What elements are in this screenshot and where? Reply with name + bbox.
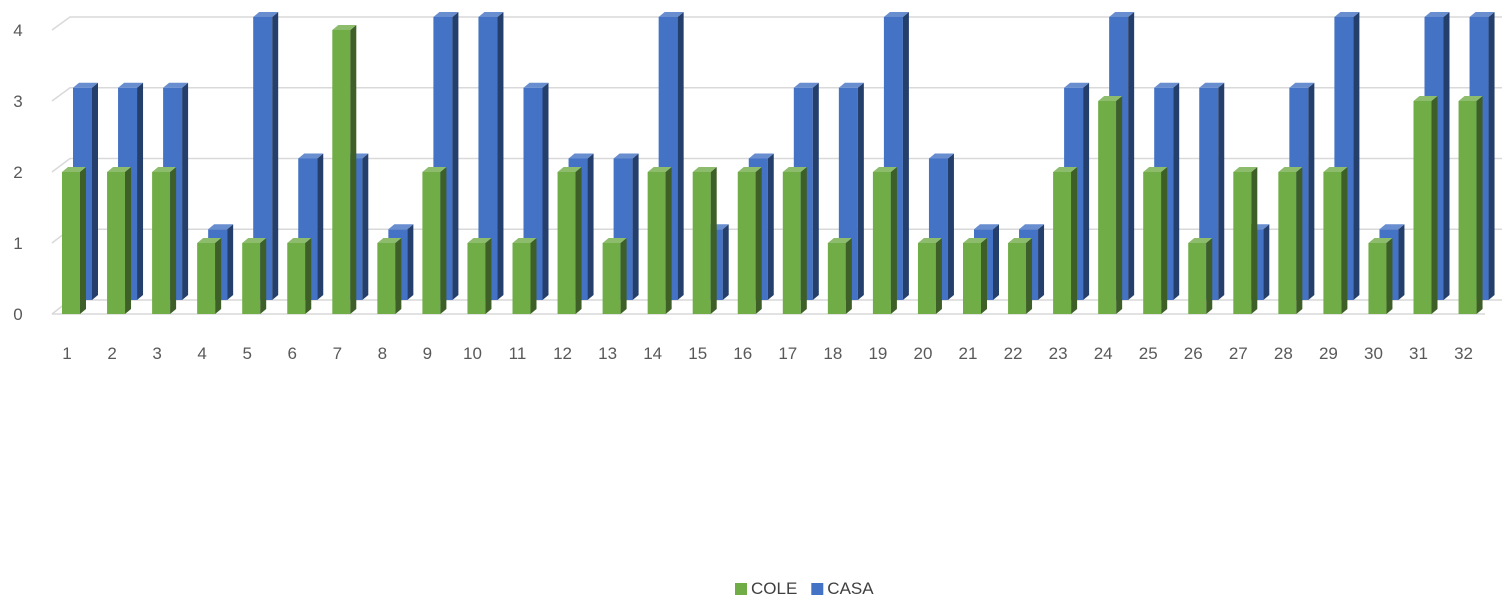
bar-casa	[253, 12, 279, 300]
x-tick-label: 16	[733, 344, 752, 363]
x-tick-label: 3	[152, 344, 161, 363]
x-tick-label: 15	[688, 344, 707, 363]
legend-swatch	[811, 583, 824, 595]
bar-cole	[1368, 238, 1393, 314]
x-tick-label: 14	[643, 344, 662, 363]
x-tick-label: 25	[1139, 344, 1158, 363]
bar-cole	[152, 167, 177, 314]
x-tick-label: 32	[1454, 344, 1473, 363]
y-tick-label: 4	[13, 21, 22, 40]
bar-cole	[737, 167, 762, 314]
bar-cole	[1233, 167, 1258, 314]
x-tick-label: 27	[1229, 344, 1248, 363]
x-tick-label: 22	[1004, 344, 1023, 363]
bar-cole	[62, 167, 86, 314]
x-tick-label: 19	[868, 344, 887, 363]
legend-entry-casa: CASA	[811, 579, 874, 598]
x-tick-label: 28	[1274, 344, 1293, 363]
bar-cole	[1053, 167, 1078, 314]
bar-cole	[512, 238, 537, 314]
bar-cole	[1098, 96, 1123, 314]
gridline	[51, 87, 1502, 102]
bar-cole	[602, 238, 627, 314]
x-tick-label: 29	[1319, 344, 1338, 363]
x-tick-label: 13	[598, 344, 617, 363]
x-tick-label: 20	[913, 344, 932, 363]
x-tick-label: 18	[823, 344, 842, 363]
bar-cole	[1188, 238, 1213, 314]
y-axis: 0 1 2 3 4	[13, 21, 22, 324]
bar-cole	[1278, 167, 1303, 314]
bar-cole	[422, 167, 447, 314]
bar-cole	[1413, 96, 1438, 314]
legend-label: COLE	[751, 579, 797, 598]
bar-cole	[332, 25, 357, 314]
x-tick-label: 23	[1049, 344, 1068, 363]
y-tick-label: 3	[13, 92, 22, 111]
x-tick-label: 11	[509, 344, 527, 363]
bar-cole	[377, 238, 402, 314]
x-tick-label: 31	[1409, 344, 1428, 363]
bar-cole	[1458, 96, 1483, 314]
gridline	[51, 16, 1502, 31]
x-tick-label: 1	[62, 344, 71, 363]
x-tick-label: 7	[333, 344, 342, 363]
y-tick-label: 1	[13, 234, 22, 253]
bars	[62, 12, 1495, 314]
bar-cole	[827, 238, 852, 314]
bar-cole	[467, 238, 492, 314]
x-tick-label: 5	[242, 344, 251, 363]
legend-entry-cole: COLE	[735, 579, 797, 598]
bar-cole	[107, 167, 132, 314]
x-tick-label: 12	[553, 344, 572, 363]
bar-cole	[917, 238, 942, 314]
y-tick-label: 2	[13, 163, 22, 182]
x-axis: 1 2 3 4 5 6 7 8 9 10 11 12 13 14 15 16 17 18 19 20 21 22 23 24 2…	[62, 344, 1473, 363]
bar-cole	[557, 167, 582, 314]
bar-casa	[478, 12, 504, 300]
x-tick-label: 10	[463, 344, 482, 363]
bar-cole	[1323, 167, 1348, 314]
x-tick-label: 2	[107, 344, 116, 363]
bar-cole	[692, 167, 717, 314]
legend-swatch	[735, 583, 747, 595]
x-tick-label: 8	[378, 344, 387, 363]
y-tick-label: 0	[13, 305, 22, 324]
bar-cole	[782, 167, 807, 314]
bar-cole	[647, 167, 672, 314]
legend-label: CASA	[827, 579, 874, 598]
x-tick-label: 21	[959, 344, 978, 363]
x-tick-label: 24	[1094, 344, 1113, 363]
x-tick-label: 17	[778, 344, 797, 363]
bar-cole	[197, 238, 222, 314]
gridline	[51, 157, 1502, 173]
bar-cole	[242, 238, 267, 314]
x-tick-label: 9	[423, 344, 432, 363]
legend: COLE CASA	[735, 579, 874, 598]
x-tick-label: 4	[197, 344, 206, 363]
bar-cole	[1143, 167, 1168, 314]
bar-cole	[1008, 238, 1033, 314]
x-tick-label: 6	[288, 344, 297, 363]
x-tick-label: 30	[1364, 344, 1383, 363]
bar-cole	[287, 238, 312, 314]
bar-cole	[872, 167, 897, 314]
x-tick-label: 26	[1184, 344, 1203, 363]
bar-cole	[963, 238, 987, 314]
